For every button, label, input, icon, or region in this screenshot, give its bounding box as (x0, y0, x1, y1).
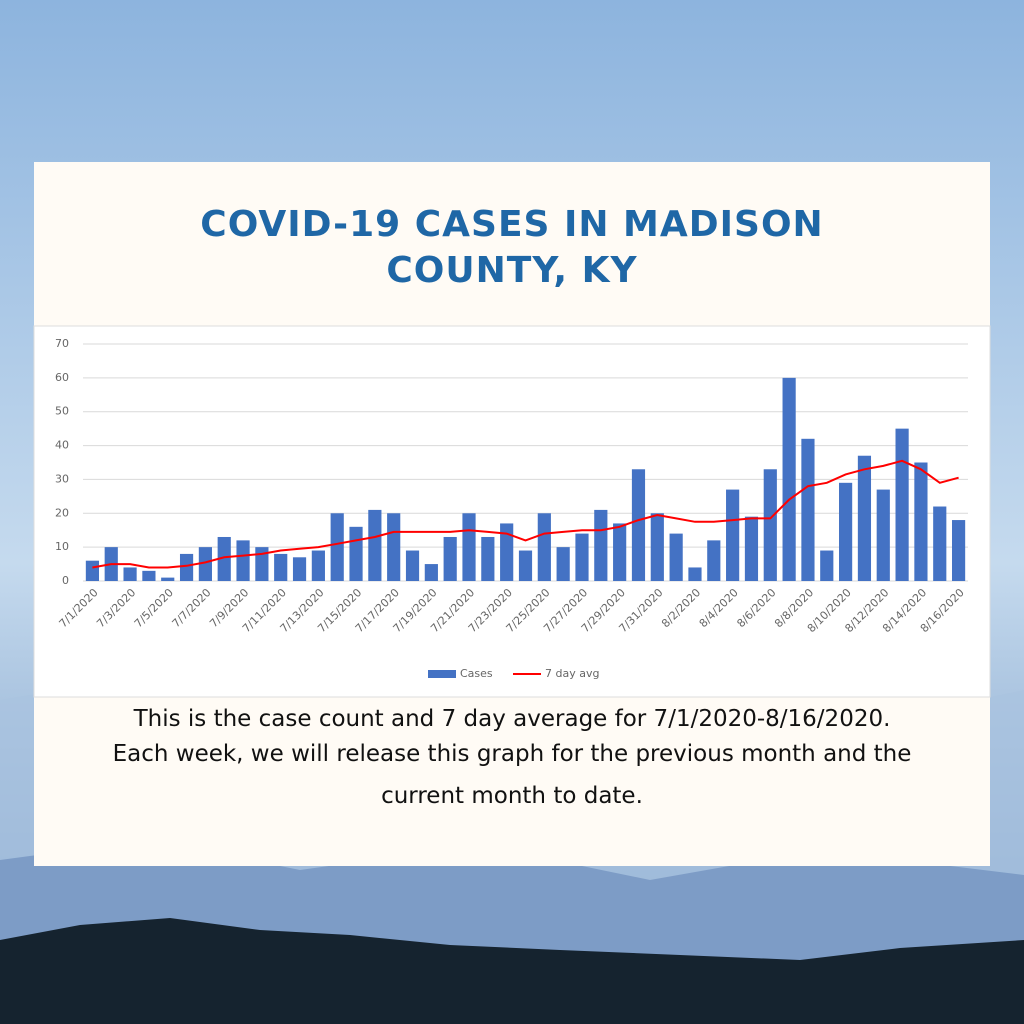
bar (123, 567, 137, 581)
bar (198, 547, 212, 581)
bar (330, 513, 344, 581)
bar (500, 523, 514, 581)
bar (951, 520, 966, 581)
bar (707, 540, 721, 581)
y-tick-label: 10 (55, 540, 69, 553)
y-tick-label: 30 (55, 472, 69, 485)
bar (839, 482, 853, 581)
legend-swatch (428, 670, 456, 678)
chart-area (33, 325, 991, 698)
bar (556, 547, 570, 581)
bar (801, 438, 815, 581)
bar (481, 536, 495, 581)
bar (688, 567, 702, 581)
bar (857, 455, 872, 581)
bar (895, 428, 909, 581)
bar (405, 550, 420, 581)
caption: Each week, we will release this graph fo… (113, 741, 912, 767)
bar (914, 462, 928, 581)
y-tick-label: 60 (55, 371, 69, 384)
legend-label: 7 day avg (545, 667, 599, 680)
bar (443, 536, 457, 581)
caption: current month to date. (381, 783, 643, 809)
bar (782, 377, 796, 581)
bar (274, 553, 288, 581)
bar (161, 577, 175, 581)
bar (594, 509, 608, 581)
chart-title: COVID-19 CASES IN MADISON COUNTY, KY (200, 204, 824, 291)
bar (387, 513, 401, 581)
y-tick-label: 70 (55, 337, 69, 350)
legend-label: Cases (460, 667, 493, 680)
bar (763, 469, 777, 581)
bar (292, 557, 307, 581)
bar (876, 489, 890, 581)
bar (518, 550, 533, 581)
bar (349, 526, 363, 581)
bar (575, 533, 589, 581)
y-tick-label: 20 (55, 506, 69, 519)
bar (462, 513, 476, 581)
y-tick-label: 40 (55, 439, 69, 452)
bar (179, 553, 194, 581)
bar (217, 536, 231, 581)
bar (311, 550, 325, 581)
bar (613, 523, 627, 581)
bar (142, 570, 156, 581)
bar (744, 516, 759, 581)
bar (368, 509, 382, 581)
y-tick-label: 0 (62, 574, 69, 587)
bar (631, 469, 646, 581)
bar (537, 513, 551, 581)
bar (933, 506, 947, 581)
line (92, 459, 959, 569)
bar (236, 540, 250, 581)
bar (726, 489, 740, 581)
bar (669, 533, 683, 581)
bar (255, 547, 269, 581)
bar (820, 550, 834, 581)
caption: This is the case count and 7 day average… (133, 706, 891, 732)
bar (85, 560, 100, 581)
bar (650, 513, 664, 581)
y-tick-label: 50 (55, 405, 69, 418)
mountain (0, 918, 1024, 1024)
bar (424, 564, 438, 581)
